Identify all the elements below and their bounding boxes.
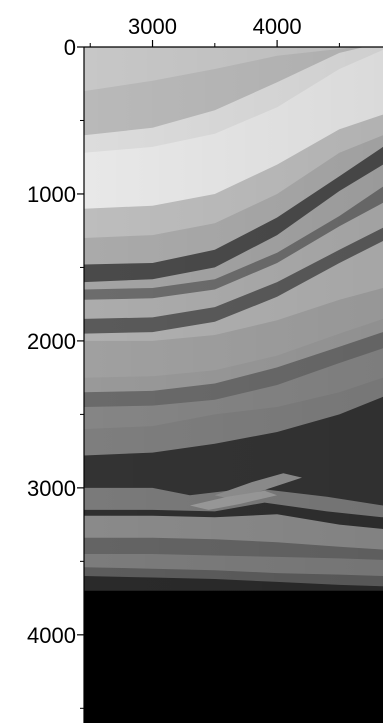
plot-area bbox=[84, 47, 383, 723]
axes: 3000 4000 0 1000 2000 3000 4000 bbox=[27, 14, 383, 723]
shading-overlay bbox=[84, 47, 383, 723]
x-ticks: 3000 4000 bbox=[89, 14, 340, 47]
x-tick-label: 3000 bbox=[128, 14, 177, 39]
y-tick-label: 2000 bbox=[27, 329, 76, 354]
x-tick-label: 4000 bbox=[253, 14, 302, 39]
y-ticks: 0 1000 2000 3000 4000 bbox=[27, 35, 84, 709]
y-tick-label: 0 bbox=[64, 35, 76, 60]
y-tick-label: 4000 bbox=[27, 623, 76, 648]
y-tick-label: 1000 bbox=[27, 182, 76, 207]
y-tick-label: 3000 bbox=[27, 476, 76, 501]
